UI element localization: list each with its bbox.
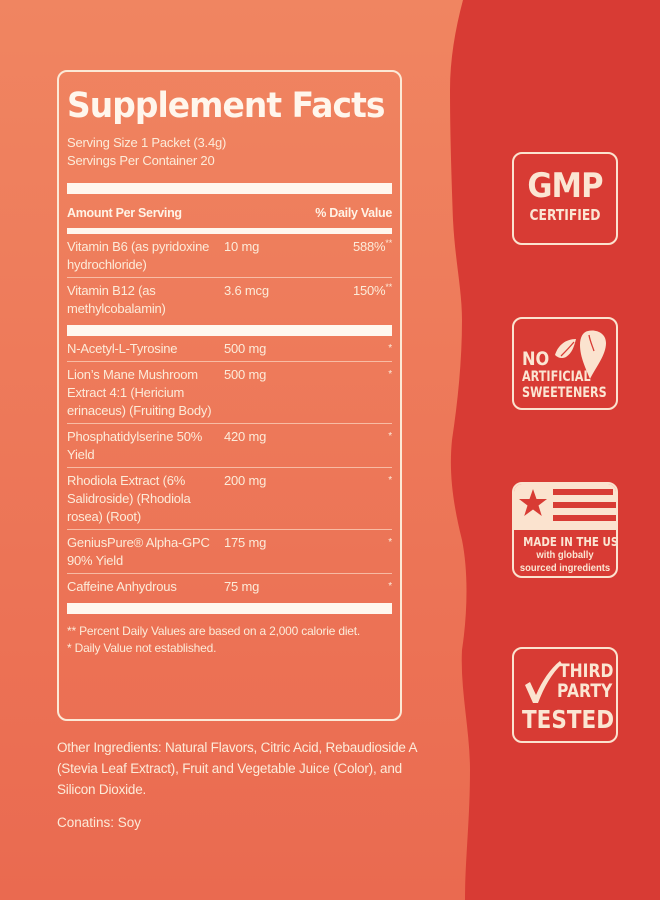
ingredient-name: Phosphatidylserine 50% Yield bbox=[67, 429, 203, 462]
table-header: Amount Per Serving % Daily Value bbox=[67, 194, 392, 228]
badge-made-in-usa-text: MADE IN THE USA bbox=[523, 534, 618, 549]
nutrient-amount: 10 mg bbox=[224, 239, 260, 254]
table-row: Vitamin B6 (as pyridoxine hydrochloride)… bbox=[67, 234, 392, 278]
third-party-tested-badge: THIRD PARTY TESTED bbox=[512, 647, 618, 743]
ingredient-amount: 500 mg bbox=[224, 341, 267, 356]
made-in-usa-badge: MADE IN THE USA with globally sourced in… bbox=[512, 482, 618, 578]
no-artificial-sweeteners-badge: NO ARTIFICIAL SWEETENERS bbox=[512, 317, 618, 410]
footnotes: ** Percent Daily Values are based on a 2… bbox=[67, 614, 392, 657]
nutrient-name: Vitamin B12 (as methylcobalamin) bbox=[67, 283, 166, 316]
ingredient-dv: * bbox=[388, 431, 392, 442]
serving-info: Serving Size 1 Packet (3.4g) Servings Pe… bbox=[67, 134, 392, 170]
table-row: Caffeine Anhydrous 75 mg * bbox=[67, 574, 392, 599]
ingredient-dv: * bbox=[388, 343, 392, 354]
ingredient-dv: * bbox=[388, 537, 392, 548]
nutrient-dv: 588%** bbox=[352, 238, 392, 254]
gmp-certified-badge: GMP CERTIFIED bbox=[512, 152, 618, 245]
footnote-dv-not-established: * Daily Value not established. bbox=[67, 641, 217, 655]
ingredient-name: N-Acetyl-L-Tyrosine bbox=[67, 341, 178, 356]
divider-bar-thin bbox=[67, 228, 392, 234]
table-row: N-Acetyl-L-Tyrosine 500 mg * bbox=[67, 336, 392, 362]
badge-no-text: NO bbox=[522, 348, 550, 370]
badge-sourced-text: sourced ingredients bbox=[519, 562, 611, 574]
nutrient-amount: 3.6 mcg bbox=[224, 283, 269, 298]
ingredient-name: Caffeine Anhydrous bbox=[67, 579, 177, 594]
flag-icon bbox=[514, 484, 616, 530]
badge-gmp-text: GMP bbox=[527, 166, 603, 206]
table-row: Phosphatidylserine 50% Yield 420 mg * bbox=[67, 424, 392, 468]
divider-bar-thick bbox=[67, 325, 392, 336]
ingredient-dv: * bbox=[388, 369, 392, 380]
badge-certified-text: CERTIFIED bbox=[529, 206, 601, 224]
ingredient-name: GeniusPure® Alpha-GPC 90% Yield bbox=[67, 535, 210, 568]
badge-artificial-text: ARTIFICIAL bbox=[522, 369, 591, 385]
supplement-facts-title: Supplement Facts bbox=[67, 86, 385, 126]
footnote-dv-basis: ** Percent Daily Values are based on a 2… bbox=[67, 624, 361, 638]
serving-size: Serving Size 1 Packet (3.4g) bbox=[67, 135, 227, 150]
badge-tested-text: TESTED bbox=[522, 705, 615, 734]
ingredient-dv: * bbox=[388, 581, 392, 592]
divider-bar-thick bbox=[67, 603, 392, 614]
supplement-facts-panel: Supplement Facts Serving Size 1 Packet (… bbox=[57, 70, 402, 721]
daily-value-header: % Daily Value bbox=[315, 206, 392, 220]
nutrient-name: Vitamin B6 (as pyridoxine hydrochloride) bbox=[67, 239, 210, 272]
ingredient-amount: 200 mg bbox=[224, 473, 267, 488]
ingredient-name: Lion’s Mane Mushroom Extract 4:1 (Herici… bbox=[67, 367, 212, 418]
ingredient-amount: 75 mg bbox=[224, 579, 260, 594]
table-row: GeniusPure® Alpha-GPC 90% Yield 175 mg * bbox=[67, 530, 392, 574]
badge-globally-text: with globally bbox=[536, 549, 594, 561]
amount-per-serving-header: Amount Per Serving bbox=[67, 206, 182, 220]
table-row: Lion’s Mane Mushroom Extract 4:1 (Herici… bbox=[67, 362, 392, 424]
badge-third-text: THIRD bbox=[559, 660, 614, 682]
ingredient-amount: 420 mg bbox=[224, 429, 267, 444]
table-row: Vitamin B12 (as methylcobalamin) 3.6 mcg… bbox=[67, 278, 392, 321]
table-row: Rhodiola Extract (6% Salidroside) (Rhodi… bbox=[67, 468, 392, 530]
ingredient-dv: * bbox=[388, 475, 392, 486]
leaves-icon bbox=[555, 330, 606, 379]
nutrient-dv: 150%** bbox=[352, 282, 392, 298]
ingredient-amount: 175 mg bbox=[224, 535, 267, 550]
ingredient-amount: 500 mg bbox=[224, 367, 267, 382]
badge-party-text: PARTY bbox=[557, 680, 613, 702]
other-ingredients: Other Ingredients: Natural Flavors, Citr… bbox=[57, 740, 417, 797]
servings-per-container: Servings Per Container 20 bbox=[67, 153, 215, 168]
badge-sweeteners-text: SWEETENERS bbox=[522, 385, 607, 401]
checkmark-icon bbox=[525, 661, 562, 703]
allergen-contains: Conatins: Soy bbox=[57, 815, 142, 830]
ingredient-name: Rhodiola Extract (6% Salidroside) (Rhodi… bbox=[67, 473, 191, 524]
divider-bar-thick bbox=[67, 183, 392, 194]
